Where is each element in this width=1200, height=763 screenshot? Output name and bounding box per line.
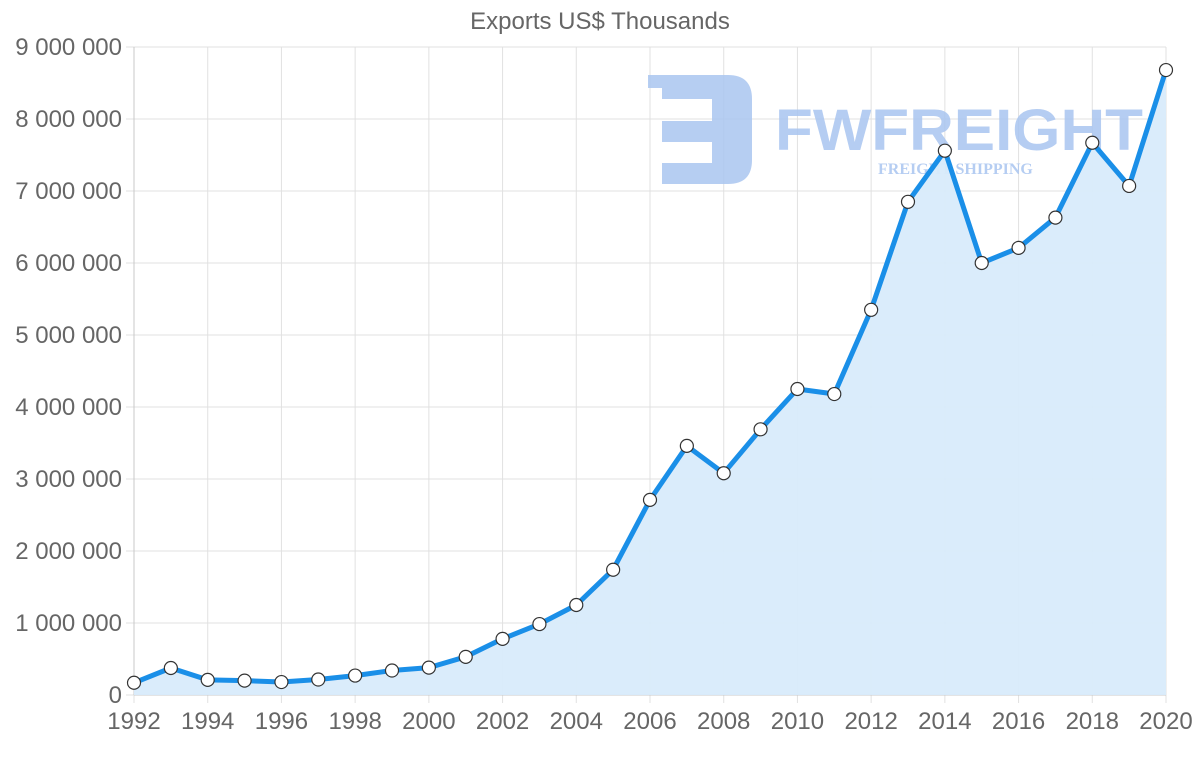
data-point-2000[interactable] [421,660,436,675]
y-tick-label: 9 000 000 [15,34,122,61]
data-point-2003[interactable] [532,616,547,632]
y-tick-label: 5 000 000 [15,322,122,349]
y-tick-label: 4 000 000 [15,394,122,421]
x-tick-label: 1994 [181,708,234,735]
watermark-tagline: FREIGHT SHIPPING [878,161,1033,178]
y-tick-label: 6 000 000 [15,250,122,277]
watermark-logo: FWFREIGHT FREIGHT SHIPPING [648,75,1143,184]
x-tick-label: 2000 [402,708,455,735]
x-tick-label: 1998 [328,708,381,735]
data-point-2008[interactable] [716,466,731,481]
data-point-2016[interactable] [1011,240,1026,255]
data-point-2019[interactable] [1122,178,1137,194]
y-tick-label: 0 [109,682,122,709]
y-axis: 0 1 000 000 2 000 000 3 000 000 4 000 000 5 0… [15,34,122,709]
x-tick-label: 2012 [844,708,897,735]
data-point-2004[interactable] [569,597,584,613]
data-point-1992[interactable] [126,675,142,690]
y-tick-label: 3 000 000 [15,466,122,493]
data-point-2014[interactable] [937,143,952,158]
data-point-2012[interactable] [864,302,879,317]
data-point-1995[interactable] [237,673,252,688]
data-point-2020[interactable] [1158,62,1174,78]
data-point-1999[interactable] [384,663,400,678]
data-points [126,62,1174,690]
x-tick-label: 2008 [697,708,750,735]
data-point-2013[interactable] [900,194,916,209]
data-point-1997[interactable] [311,672,326,687]
data-point-2015[interactable] [974,255,989,271]
x-tick-label: 2002 [476,708,529,735]
area-fill [134,70,1166,695]
x-tick-label: 2004 [550,708,603,735]
data-point-2011[interactable] [827,386,842,402]
x-tick-label: 1992 [107,708,160,735]
x-axis: 1992 1994 1996 1998 2000 2002 2004 2006 2008 2010… [107,708,1192,735]
data-point-2018[interactable] [1085,135,1100,150]
data-point-1993[interactable] [163,660,178,676]
data-point-2002[interactable] [495,631,510,646]
x-tick-label: 2014 [918,708,971,735]
y-tick-label: 7 000 000 [15,178,122,205]
x-tick-label: 2020 [1139,708,1192,735]
y-tick-label: 8 000 000 [15,106,122,133]
x-tick-label: 2006 [623,708,676,735]
fw-logo-icon [648,75,752,184]
x-tick-label: 1996 [255,708,308,735]
data-point-2017[interactable] [1048,210,1063,225]
data-point-1996[interactable] [274,674,289,690]
x-tick-label: 2010 [771,708,824,735]
data-point-2005[interactable] [606,562,621,577]
data-point-2009[interactable] [753,422,768,437]
data-point-1998[interactable] [348,668,363,683]
data-point-1994[interactable] [200,672,215,687]
x-tick-label: 2016 [992,708,1045,735]
data-point-2007[interactable] [679,438,694,453]
data-point-2010[interactable] [790,381,805,397]
chart-title: Exports US$ Thousands [470,8,730,35]
y-tick-label: 2 000 000 [15,538,122,565]
y-tick-label: 1 000 000 [15,610,122,637]
data-point-2001[interactable] [458,649,473,664]
x-tick-label: 2018 [1066,708,1119,735]
watermark-brand: FWFREIGHT [775,98,1143,163]
data-point-2006[interactable] [642,492,658,507]
